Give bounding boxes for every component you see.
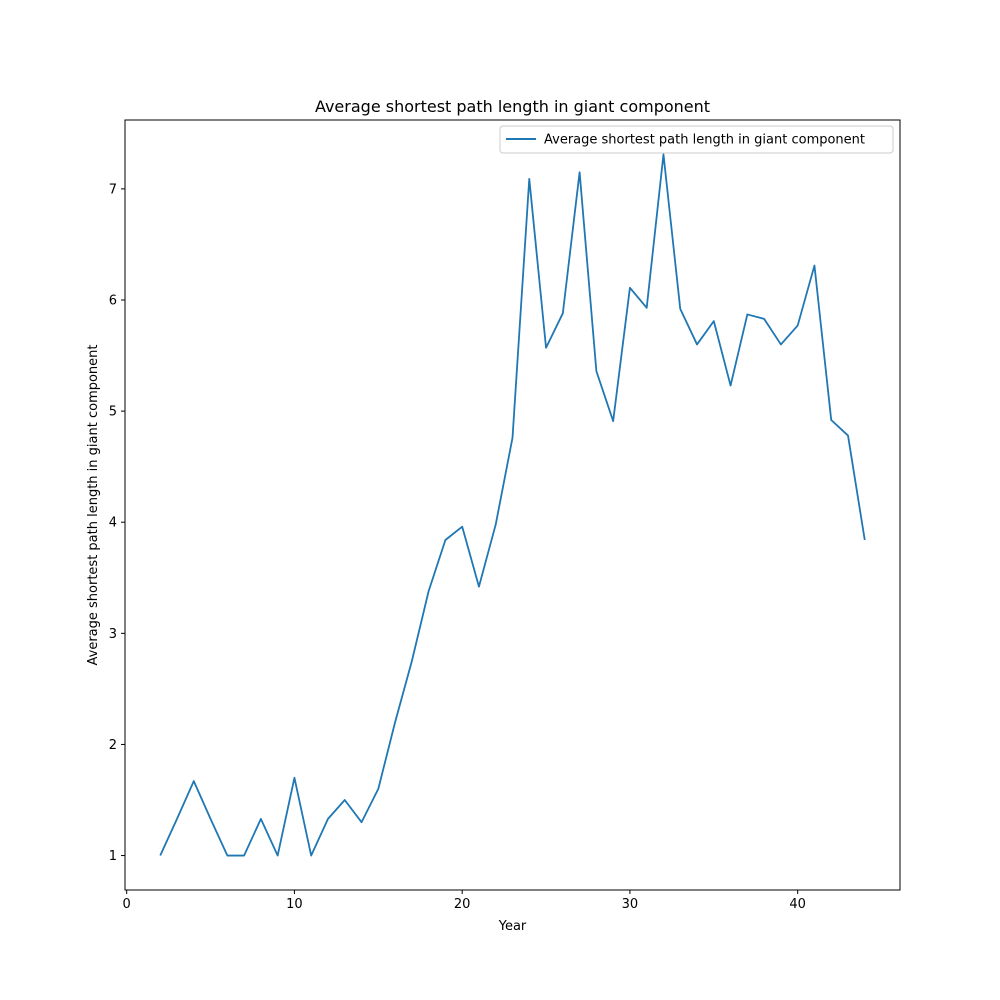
x-tick-label: 10	[286, 897, 303, 912]
chart-title: Average shortest path length in giant co…	[315, 97, 710, 116]
series-line	[159, 153, 866, 857]
y-tick-label: 7	[109, 182, 117, 197]
y-tick-label: 2	[109, 738, 117, 753]
legend-entry-label: Average shortest path length in giant co…	[544, 133, 865, 148]
x-tick-label: 20	[454, 897, 471, 912]
x-tick-label: 0	[123, 897, 131, 912]
x-axis: 0 10 20 30 40	[123, 890, 806, 912]
x-tick-label: 40	[789, 897, 806, 912]
x-tick-label: 30	[622, 897, 639, 912]
plot-frame	[124, 119, 901, 891]
y-axis: 1 2 3 4 5 6 7	[109, 182, 125, 864]
y-tick-label: 6	[109, 294, 117, 309]
y-tick-label: 4	[109, 516, 117, 531]
legend-box	[499, 125, 894, 154]
x-axis-label: Year	[498, 919, 527, 934]
y-tick-label: 1	[109, 849, 117, 864]
plot-area	[159, 153, 866, 857]
legend: Average shortest path length in giant co…	[499, 125, 894, 154]
y-tick-label: 5	[109, 405, 117, 420]
y-tick-label: 3	[109, 627, 117, 642]
y-axis-label: Average shortest path length in giant co…	[86, 344, 101, 665]
